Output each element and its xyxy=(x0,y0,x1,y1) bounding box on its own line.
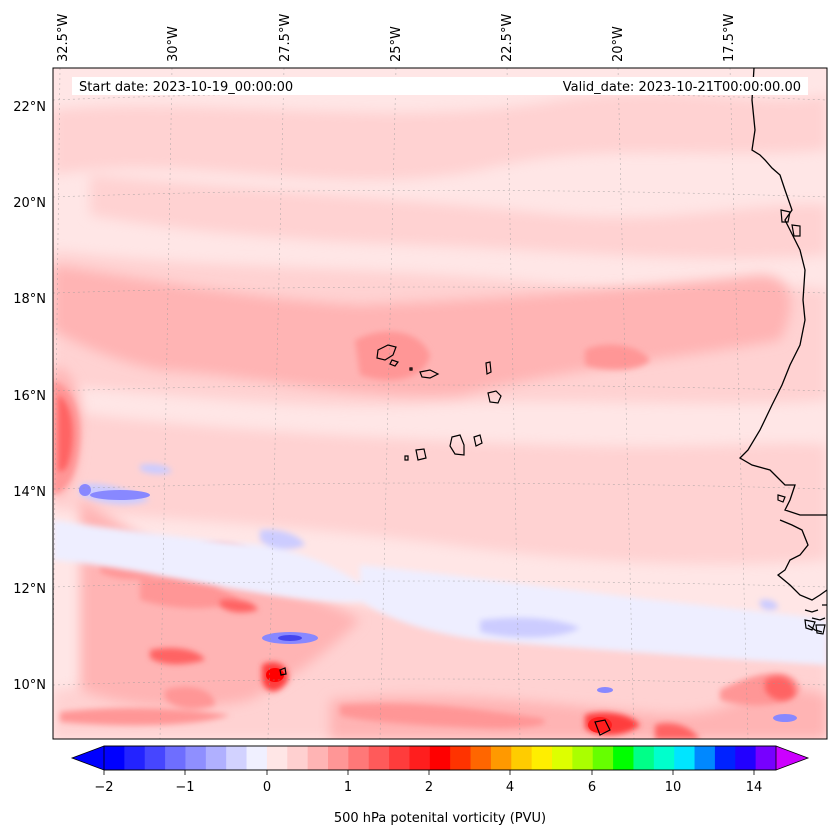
colorbar: −2 −1 0 1 2 4 6 10 14 500 hPa potenital … xyxy=(70,745,810,826)
colorbar-bin xyxy=(511,746,533,770)
senegal-coast xyxy=(776,519,827,601)
colorbar-bin xyxy=(429,746,451,770)
map-area xyxy=(53,68,827,739)
cbar-tick-label: 4 xyxy=(506,780,514,795)
coastlines xyxy=(738,68,827,633)
gridlines xyxy=(53,68,827,739)
cbar-tick-label: −2 xyxy=(94,780,113,795)
colorbar-bin xyxy=(205,746,227,770)
colorbar-bin xyxy=(104,746,125,770)
longitude-labels: 32.5°W 30°W 27.5°W 25°W 22.5°W 20°W 17.5… xyxy=(56,14,737,62)
lon-label-30w: 30°W xyxy=(166,26,181,62)
colorbar-bin xyxy=(246,746,268,770)
colorbar-bin xyxy=(287,746,309,770)
cbar-tick-label: 0 xyxy=(263,780,271,795)
colorbar-bin xyxy=(633,746,655,770)
lon-label-27-5w: 27.5°W xyxy=(278,14,293,62)
lat-label-16n: 16°N xyxy=(13,389,46,404)
lat-label-18n: 18°N xyxy=(13,292,46,307)
colorbar-bin xyxy=(755,746,777,770)
colorbar-bin xyxy=(348,746,370,770)
lon-label-32-5w: 32.5°W xyxy=(56,14,71,62)
colorbar-bin xyxy=(307,746,329,770)
cbar-tick-label: 14 xyxy=(746,780,763,795)
cbar-tick-label: 10 xyxy=(665,780,682,795)
african-islands xyxy=(279,209,826,736)
colorbar-bin xyxy=(266,746,288,770)
colorbar-bin xyxy=(572,746,594,770)
colorbar-bin xyxy=(450,746,472,770)
lon-label-17-5w: 17.5°W xyxy=(722,14,737,62)
colorbar-bin xyxy=(185,746,207,770)
lat-label-14n: 14°N xyxy=(13,485,46,500)
lat-label-12n: 12°N xyxy=(13,582,46,597)
lon-label-22-5w: 22.5°W xyxy=(500,14,515,62)
cape-verde-islands xyxy=(376,344,502,461)
cbar-tick-label: 1 xyxy=(344,780,352,795)
colorbar-bin xyxy=(714,746,736,770)
colorbar-bin xyxy=(552,746,573,770)
colorbar-bin xyxy=(226,746,248,770)
colorbar-ticks xyxy=(103,770,755,775)
colorbar-bin xyxy=(735,746,757,770)
pv-negative-cores xyxy=(79,484,797,722)
lat-label-10n: 10°N xyxy=(13,678,46,693)
colorbar-bin xyxy=(124,746,146,770)
colorbar-bin xyxy=(144,746,166,770)
guinea-islands xyxy=(804,604,827,633)
africa-coastline xyxy=(738,68,827,516)
colorbar-label: 500 hPa potenital vorticity (PVU) xyxy=(334,811,546,826)
colorbar-bin xyxy=(470,746,492,770)
colorbar-bin xyxy=(613,746,635,770)
colorbar-bin xyxy=(389,746,411,770)
colorbar-extend-high xyxy=(776,746,808,770)
cbar-tick-label: 6 xyxy=(588,780,596,795)
colorbar-bin xyxy=(165,746,187,770)
colorbar-tick-labels: −2 −1 0 1 2 4 6 10 14 xyxy=(94,780,762,795)
colorbar-bin xyxy=(368,746,390,770)
valid-date-label: Valid_date: 2023-10-21T00:00:00.00 xyxy=(563,80,801,95)
colorbar-bin xyxy=(531,746,553,770)
colorbar-extend-low xyxy=(72,746,104,770)
lat-label-22n: 22°N xyxy=(13,100,46,115)
colorbar-bin xyxy=(674,746,696,770)
lat-label-20n: 20°N xyxy=(13,196,46,211)
colorbar-bin xyxy=(490,746,512,770)
colorbar-bin xyxy=(409,746,431,770)
start-date-label: Start date: 2023-10-19_00:00:00 xyxy=(79,80,293,95)
latitude-labels: 22°N 20°N 18°N 16°N 14°N 12°N 10°N xyxy=(13,100,46,693)
date-banner xyxy=(72,77,808,95)
cbar-tick-label: 2 xyxy=(425,780,433,795)
lon-label-25w: 25°W xyxy=(389,26,404,62)
map-frame xyxy=(52,67,828,740)
colorbar-bin xyxy=(653,746,675,770)
colorbar-bin xyxy=(694,746,716,770)
lon-label-20w: 20°W xyxy=(611,26,626,62)
cbar-tick-label: −1 xyxy=(175,780,194,795)
colorbar-bin xyxy=(592,746,614,770)
colorbar-bin xyxy=(328,746,349,770)
colorbar-bins xyxy=(104,746,777,770)
